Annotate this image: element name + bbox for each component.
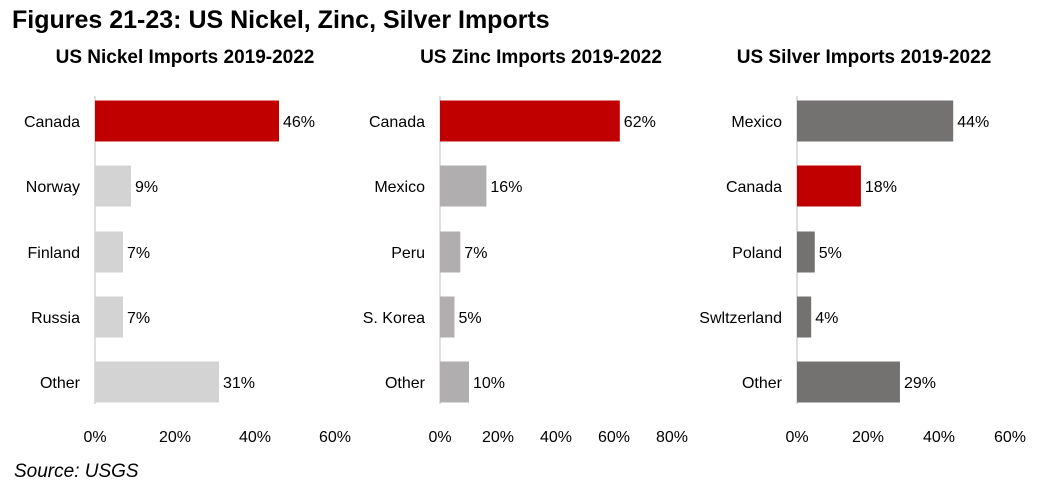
nickel-bar-russia — [95, 296, 123, 338]
silver-bar-swltzerland — [797, 296, 812, 338]
nickel-category-label: Norway — [26, 179, 80, 196]
silver-category-label: Other — [742, 375, 783, 392]
zinc-data-label: 7% — [464, 245, 487, 262]
nickel-chart-title: US Nickel Imports 2019-2022 — [56, 47, 315, 68]
zinc-tick-label: 60% — [598, 429, 630, 446]
zinc-category-label: Canada — [369, 114, 425, 131]
zinc-category-label: Peru — [391, 245, 425, 262]
nickel-data-label: 7% — [127, 310, 150, 327]
nickel-data-label: 7% — [127, 245, 150, 262]
figure-title: Figures 21-23: US Nickel, Zinc, Silver I… — [12, 6, 550, 34]
silver-bar-canada — [797, 165, 861, 207]
zinc-category-label: Other — [385, 375, 426, 392]
silver-data-label: 4% — [815, 310, 838, 327]
nickel-data-label: 31% — [223, 375, 255, 392]
silver-category-label: Swltzerland — [699, 310, 782, 327]
nickel-tick-label: 60% — [319, 429, 351, 446]
zinc-data-label: 10% — [473, 375, 505, 392]
zinc-tick-label: 20% — [482, 429, 514, 446]
silver-category-label: Mexico — [731, 114, 782, 131]
nickel-data-label: 46% — [283, 114, 315, 131]
zinc-bar-s-korea — [440, 296, 455, 338]
silver-tick-label: 60% — [994, 429, 1026, 446]
nickel-category-label: Other — [40, 375, 81, 392]
zinc-chart-title: US Zinc Imports 2019-2022 — [420, 47, 662, 68]
zinc-bar-other — [440, 361, 469, 403]
zinc-data-label: 62% — [624, 114, 656, 131]
nickel-category-label: Canada — [24, 114, 80, 131]
nickel-bar-canada — [95, 100, 279, 142]
nickel-tick-label: 20% — [159, 429, 191, 446]
nickel-bar-other — [95, 361, 219, 403]
zinc-data-label: 5% — [459, 310, 482, 327]
silver-tick-label: 20% — [852, 429, 884, 446]
zinc-category-label: Mexico — [374, 179, 425, 196]
silver-bar-poland — [797, 231, 815, 273]
silver-category-label: Canada — [726, 179, 782, 196]
zinc-tick-label: 40% — [540, 429, 572, 446]
silver-bar-other — [797, 361, 900, 403]
zinc-bar-peru — [440, 231, 461, 273]
nickel-bar-finland — [95, 231, 123, 273]
silver-data-label: 44% — [957, 114, 989, 131]
nickel-data-label: 9% — [135, 179, 158, 196]
nickel-category-label: Finland — [28, 245, 80, 262]
nickel-category-label: Russia — [31, 310, 80, 327]
silver-data-label: 29% — [904, 375, 936, 392]
silver-chart-title: US Silver Imports 2019-2022 — [737, 47, 992, 68]
silver-category-label: Poland — [732, 245, 782, 262]
source-note: Source: USGS — [14, 461, 139, 482]
silver-data-label: 5% — [819, 245, 842, 262]
zinc-tick-label: 0% — [428, 429, 451, 446]
nickel-tick-label: 40% — [239, 429, 271, 446]
zinc-data-label: 16% — [490, 179, 522, 196]
nickel-bar-norway — [95, 165, 131, 207]
nickel-tick-label: 0% — [83, 429, 106, 446]
silver-tick-label: 0% — [785, 429, 808, 446]
zinc-bar-mexico — [440, 165, 487, 207]
zinc-bar-canada — [440, 100, 620, 142]
zinc-tick-label: 80% — [656, 429, 688, 446]
silver-data-label: 18% — [865, 179, 897, 196]
silver-bar-mexico — [797, 100, 954, 142]
zinc-category-label: S. Korea — [363, 310, 425, 327]
silver-tick-label: 40% — [923, 429, 955, 446]
